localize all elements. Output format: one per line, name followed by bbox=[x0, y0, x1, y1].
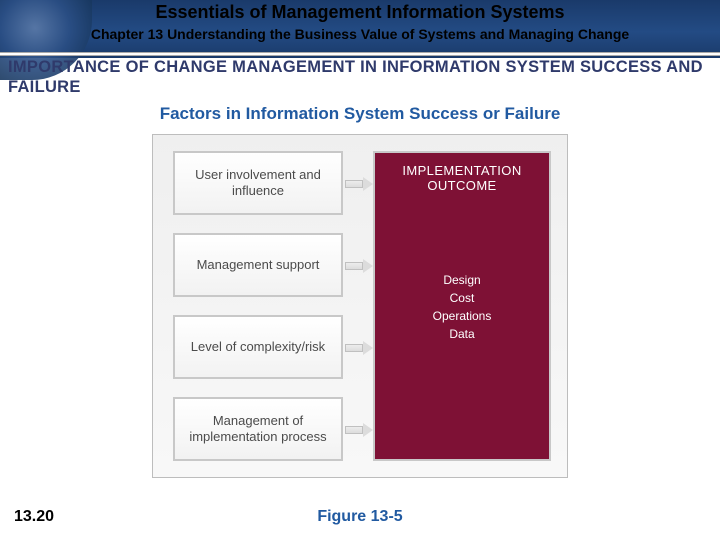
slide-subtitle: Chapter 13 Understanding the Business Va… bbox=[0, 26, 720, 42]
factor-box-management-support: Management support bbox=[173, 233, 343, 297]
arrow-icon bbox=[345, 177, 375, 191]
figure-title: Factors in Information System Success or… bbox=[0, 104, 720, 124]
arrow-icon bbox=[345, 341, 375, 355]
slide: Essentials of Management Information Sys… bbox=[0, 0, 720, 540]
outcome-item: Design bbox=[433, 271, 492, 289]
outcome-item: Cost bbox=[433, 289, 492, 307]
header-divider bbox=[0, 52, 720, 56]
section-label: IMPORTANCE OF CHANGE MANAGEMENT IN INFOR… bbox=[8, 58, 712, 98]
outcome-item: Operations bbox=[433, 307, 492, 325]
outcome-list: Design Cost Operations Data bbox=[433, 271, 492, 343]
outcome-item: Data bbox=[433, 325, 492, 343]
outcome-box: IMPLEMENTATION OUTCOME Design Cost Opera… bbox=[373, 151, 551, 461]
figure-caption: Figure 13-5 bbox=[0, 508, 720, 526]
outcome-title: IMPLEMENTATION OUTCOME bbox=[375, 163, 549, 193]
factor-box-user-involvement: User involvement and influence bbox=[173, 151, 343, 215]
slide-title: Essentials of Management Information Sys… bbox=[0, 2, 720, 23]
arrow-icon bbox=[345, 259, 375, 273]
arrow-icon bbox=[345, 423, 375, 437]
diagram-panel: User involvement and influence Managemen… bbox=[152, 134, 568, 478]
factor-box-implementation-process: Management of implementation process bbox=[173, 397, 343, 461]
factor-box-complexity-risk: Level of complexity/risk bbox=[173, 315, 343, 379]
